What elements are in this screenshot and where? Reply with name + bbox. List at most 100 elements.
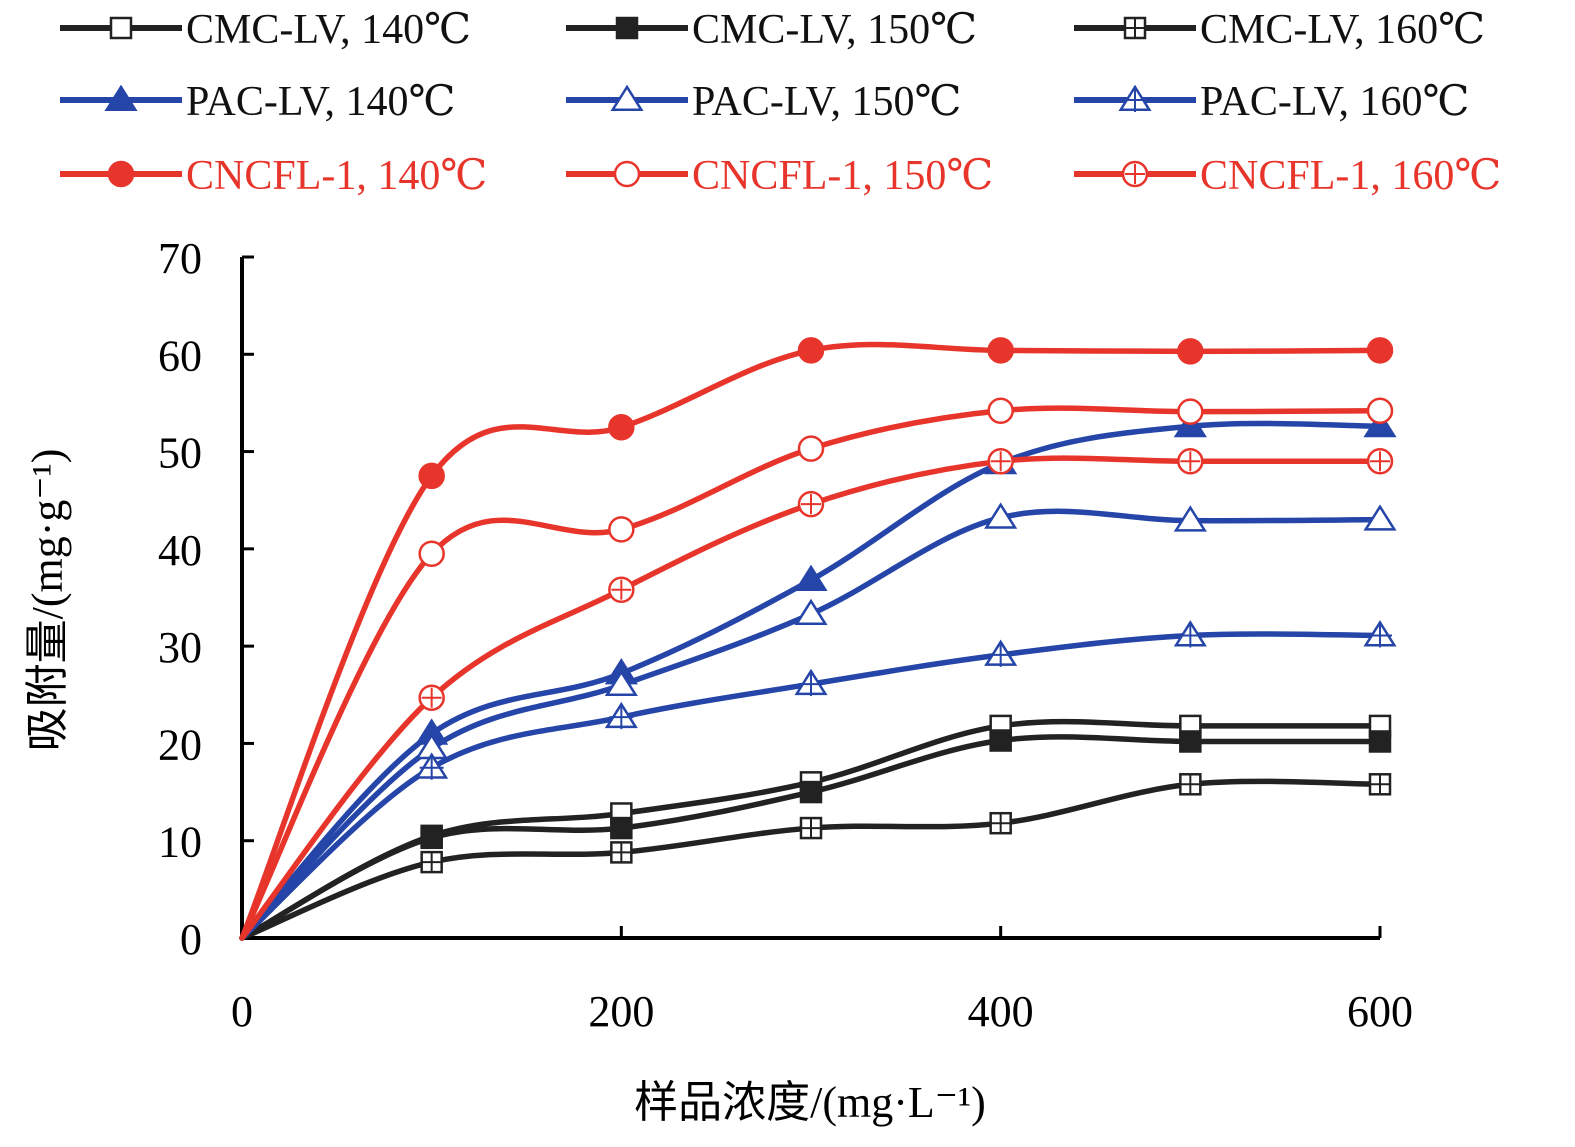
data-point [420,826,443,850]
circle-marker [797,435,825,462]
data-point [799,780,823,804]
data-point [610,816,633,840]
legend-label: CNCFL-1, 150℃ [692,153,993,199]
axes: 0 10 20 30 40 50 60 70 0 200 400 600 [158,234,1413,1036]
series-layer [239,337,1397,941]
data-point [604,701,638,730]
legend-item: PAC-LV, 140℃ [60,79,456,125]
circle-marker [613,160,641,188]
y-tick-label: 0 [180,915,202,964]
series-1 [239,729,1392,941]
data-point [610,841,633,864]
legend-label: PAC-LV, 140℃ [186,79,456,125]
legend-item: CNCFL-1, 150℃ [566,153,993,199]
legend-item: PAC-LV, 160℃ [1074,79,1470,125]
data-point [989,729,1012,752]
data-point [1177,338,1204,365]
data-point [797,490,825,518]
data-point [987,397,1014,424]
data-point [418,540,445,567]
x-tick-label: 0 [231,987,253,1036]
series-4 [239,502,1397,941]
series-7 [239,397,1394,941]
data-point [984,639,1018,667]
data-point [418,462,445,490]
legend-label: CMC-LV, 140℃ [186,7,471,53]
circle-marker [1366,397,1394,424]
square-marker [610,816,633,840]
triangle-marker [104,84,138,111]
legend-item: CNCFL-1, 140℃ [60,153,487,199]
square-marker [109,16,133,40]
x-tick-label: 400 [968,987,1034,1036]
data-point [608,516,635,543]
data-point [984,502,1018,529]
data-point [610,84,644,111]
legend-label: CMC-LV, 160℃ [1200,7,1485,53]
legend-item: CMC-LV, 150℃ [566,7,977,53]
square-marker [989,729,1012,752]
data-point [1121,160,1149,188]
triangle-marker [1363,410,1397,438]
data-point [615,16,639,40]
circle-marker [797,337,825,364]
legend-item: CMC-LV, 160℃ [1074,7,1485,53]
series-line [239,341,1383,941]
circle-marker [418,462,445,490]
y-tick-label: 10 [158,818,202,867]
data-point [613,160,641,188]
data-point [1366,397,1394,424]
triangle-marker [604,669,638,697]
legend: CMC-LV, 140℃ CMC-LV, 150℃ CMC-LV, 160℃ PAC-… [60,7,1501,199]
data-point [604,669,638,697]
circle-marker [1177,398,1204,425]
data-point [1173,505,1207,532]
circle-marker [1366,337,1394,364]
data-point [420,850,443,874]
circle-marker [987,397,1014,424]
data-point [794,564,828,591]
triangle-marker [1363,504,1397,531]
series-line [239,778,1383,941]
triangle-marker [794,598,828,626]
data-point [987,448,1014,475]
data-point [418,684,445,711]
data-point [109,16,133,40]
data-point [107,160,135,188]
legend-label: CNCFL-1, 140℃ [186,153,487,199]
data-point [1363,410,1397,438]
data-point [987,337,1014,364]
data-point [1368,730,1392,753]
data-point [989,811,1012,835]
square-marker [1179,730,1202,753]
y-tick-label: 20 [158,720,202,769]
data-point [794,598,828,626]
triangle-marker [610,84,644,111]
series-2 [239,773,1392,941]
data-point [608,576,635,603]
data-point [1179,773,1202,796]
series-3 [239,410,1397,941]
legend-item: CNCFL-1, 160℃ [1074,153,1501,199]
data-point [104,84,138,111]
x-tick-label: 600 [1347,987,1413,1036]
y-axis-title: 吸附量/(mg·g⁻¹) [23,449,72,752]
legend-item: PAC-LV, 150℃ [566,79,962,125]
series-5 [239,620,1397,941]
square-marker [420,826,443,850]
data-point [1366,337,1394,364]
square-marker [615,16,639,40]
data-point [415,752,449,780]
data-point [794,668,828,697]
x-axis-title: 样品浓度/(mg·L⁻¹) [634,1078,986,1127]
data-point [1368,773,1392,796]
data-point [1123,16,1147,40]
data-point [797,435,825,462]
series-8 [239,448,1394,941]
circle-marker [608,414,635,441]
square-marker [1368,730,1392,753]
data-point [1179,730,1202,753]
legend-label: PAC-LV, 150℃ [692,79,962,125]
series-6 [239,337,1394,941]
